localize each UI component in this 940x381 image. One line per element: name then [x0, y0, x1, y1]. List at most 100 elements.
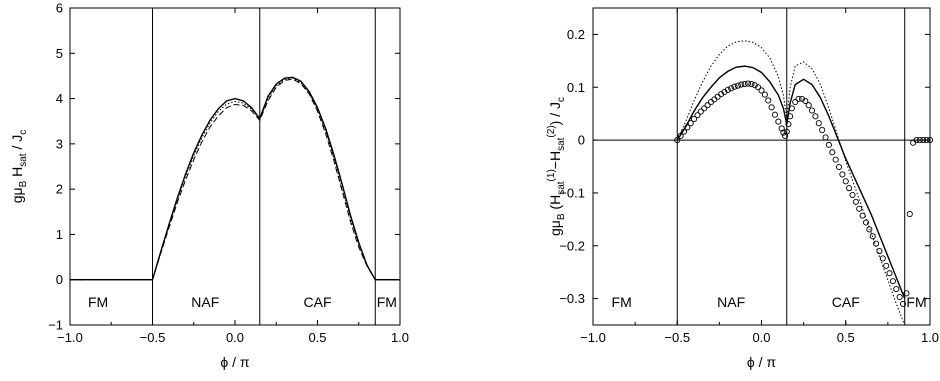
- data-point: [839, 171, 846, 178]
- data-point: [856, 205, 863, 212]
- x-axis-label: ϕ / π: [220, 354, 250, 370]
- data-point: [869, 233, 876, 240]
- data-point: [876, 247, 883, 255]
- data-point: [832, 156, 839, 163]
- phase-label-fm: FM: [377, 294, 397, 310]
- phase-label-naf: NAF: [191, 294, 219, 310]
- data-point: [842, 178, 849, 185]
- x-tick-label: −1.0: [57, 330, 83, 345]
- data-point: [899, 300, 907, 307]
- data-point: [785, 121, 792, 128]
- x-tick-label: −0.5: [140, 330, 166, 345]
- data-point: [707, 98, 715, 106]
- data-point: [886, 270, 893, 277]
- chart-panel-2: −1.0 −0.5 0.0 0.5 1.0 −0.3 −0.2 −0.1 0 0.1 0.2 FM NA…: [546, 7, 939, 370]
- data-point: [792, 98, 799, 106]
- y-tick-label: 0.2: [567, 27, 585, 42]
- data-point: [780, 129, 787, 136]
- data-point: [829, 149, 836, 156]
- x-axis-label: ϕ / π: [747, 354, 777, 370]
- y-tick-label: −0.1: [559, 185, 585, 200]
- data-point: [704, 102, 711, 109]
- data-point: [835, 163, 843, 171]
- data-point: [674, 137, 681, 144]
- data-point: [728, 85, 735, 92]
- x-tick-label: 0.5: [837, 330, 855, 345]
- data-point: [802, 97, 809, 105]
- data-point: [809, 107, 816, 114]
- series-line-solid: [676, 65, 906, 299]
- data-point: [761, 91, 768, 98]
- data-point: [889, 278, 896, 285]
- data-point: [711, 96, 718, 103]
- data-point: [846, 185, 853, 192]
- x-tick-label: 0.0: [226, 330, 244, 345]
- data-point: [862, 219, 870, 226]
- y-tick-label: −0.3: [559, 291, 585, 306]
- data-point: [687, 120, 694, 127]
- data-point: [741, 81, 748, 88]
- data-point: [755, 84, 762, 91]
- y-axis-label: gμB Hsat / Jc: [9, 130, 29, 204]
- y-tick-label: −1: [48, 318, 63, 333]
- phase-label-fm: FM: [612, 294, 632, 310]
- y-tick-label: 4: [56, 91, 63, 106]
- data-point: [910, 139, 917, 146]
- phase-label-fm: FM: [88, 294, 108, 310]
- series-line-solid: [70, 76, 400, 281]
- y-tick-label: 5: [56, 46, 63, 61]
- y-tick-label: 3: [56, 136, 63, 151]
- data-point: [883, 262, 890, 269]
- data-point: [825, 141, 832, 148]
- data-point: [771, 111, 779, 118]
- x-tick-label: 0.5: [308, 330, 326, 345]
- data-point: [852, 198, 859, 205]
- data-point: [758, 87, 765, 94]
- series-line-dotted: [70, 77, 400, 281]
- data-point: [879, 255, 886, 262]
- chart-panel-1: −1.0 −0.5 0.0 0.5 1.0 −1 0 1 2 3 4 5 6 FM NAF CAF FM ϕ / …: [9, 1, 409, 371]
- data-point: [768, 104, 775, 111]
- data-point: [691, 115, 698, 122]
- phase-label-caf: CAF: [832, 294, 860, 310]
- data-point: [849, 191, 856, 199]
- y-axis-label: gμB (Hsat(1)−Hsat(2)) / Jc: [546, 97, 567, 236]
- data-point: [819, 126, 826, 134]
- data-point: [697, 108, 704, 115]
- data-point: [731, 83, 738, 90]
- y-tick-label: −0.2: [559, 238, 585, 253]
- data-point: [923, 137, 930, 144]
- data-point: [903, 290, 910, 297]
- data-point: [694, 112, 701, 119]
- data-point: [896, 293, 903, 301]
- data-point: [787, 113, 794, 120]
- data-point: [734, 82, 741, 89]
- data-point: [748, 81, 755, 88]
- plot-frame: [69, 7, 401, 326]
- data-point: [815, 120, 822, 127]
- x-tick-label: 1.0: [391, 330, 409, 345]
- data-point: [744, 80, 752, 87]
- data-point: [714, 93, 721, 100]
- data-point: [795, 95, 802, 102]
- data-point: [680, 128, 688, 135]
- x-tick-label: −1.0: [580, 330, 606, 345]
- x-tick-label: 1.0: [921, 330, 939, 345]
- data-point: [701, 105, 708, 112]
- y-tick-label: 0.1: [567, 80, 585, 95]
- plot-frame: [592, 7, 931, 326]
- y-tick-label: 0: [56, 272, 63, 287]
- data-point: [805, 102, 812, 109]
- data-point: [873, 240, 880, 247]
- y-tick-label: 0: [578, 133, 585, 148]
- data-point: [677, 132, 684, 139]
- y-tick-label: 1: [56, 227, 63, 242]
- data-point: [684, 124, 691, 131]
- series-line-dotted: [676, 40, 906, 326]
- data-point: [913, 137, 920, 144]
- data-point: [926, 137, 934, 144]
- data-point: [916, 137, 923, 144]
- data-point: [738, 81, 745, 88]
- phase-label-naf: NAF: [717, 294, 745, 310]
